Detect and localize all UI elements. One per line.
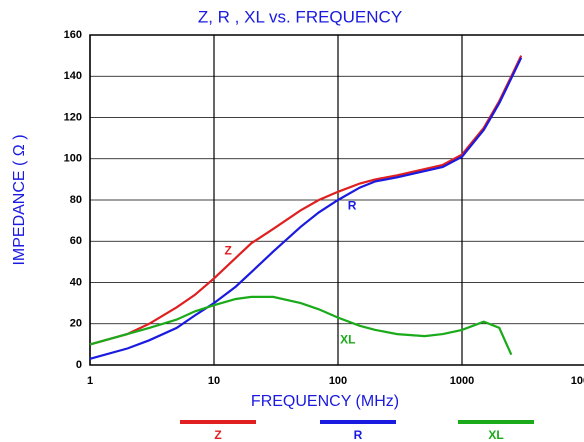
legend-label: XL <box>488 428 503 442</box>
annotation: Z <box>224 244 231 258</box>
legend-label: Z <box>214 428 221 442</box>
x-axis-label: FREQUENCY (MHz) <box>251 393 399 410</box>
series-line <box>89 55 523 346</box>
y-tick-label: 140 <box>64 70 82 82</box>
y-axis-label: IMPEDANCE ( Ω ) <box>11 134 28 265</box>
y-tick-label: 0 <box>76 359 82 371</box>
y-tick-label: 60 <box>70 235 82 247</box>
y-tick-label: 80 <box>70 194 82 206</box>
x-tick-label: 100 <box>329 375 347 387</box>
x-tick-label: 1 <box>87 375 93 387</box>
x-tick-label: 10 <box>208 375 220 387</box>
x-tick-label: 10000 <box>571 375 584 387</box>
annotation: R <box>348 198 357 212</box>
y-tick-label: 160 <box>64 29 82 41</box>
series-line <box>89 57 523 360</box>
chart-title: Z, R , XL vs. FREQUENCY <box>198 7 402 26</box>
y-tick-label: 100 <box>64 153 82 165</box>
y-tick-label: 40 <box>70 276 82 288</box>
y-tick-label: 120 <box>64 111 82 123</box>
x-tick-label: 1000 <box>450 375 474 387</box>
legend-label: R <box>354 428 363 442</box>
annotation: XL <box>340 332 355 346</box>
series-line <box>89 295 513 356</box>
y-tick-label: 20 <box>70 318 82 330</box>
